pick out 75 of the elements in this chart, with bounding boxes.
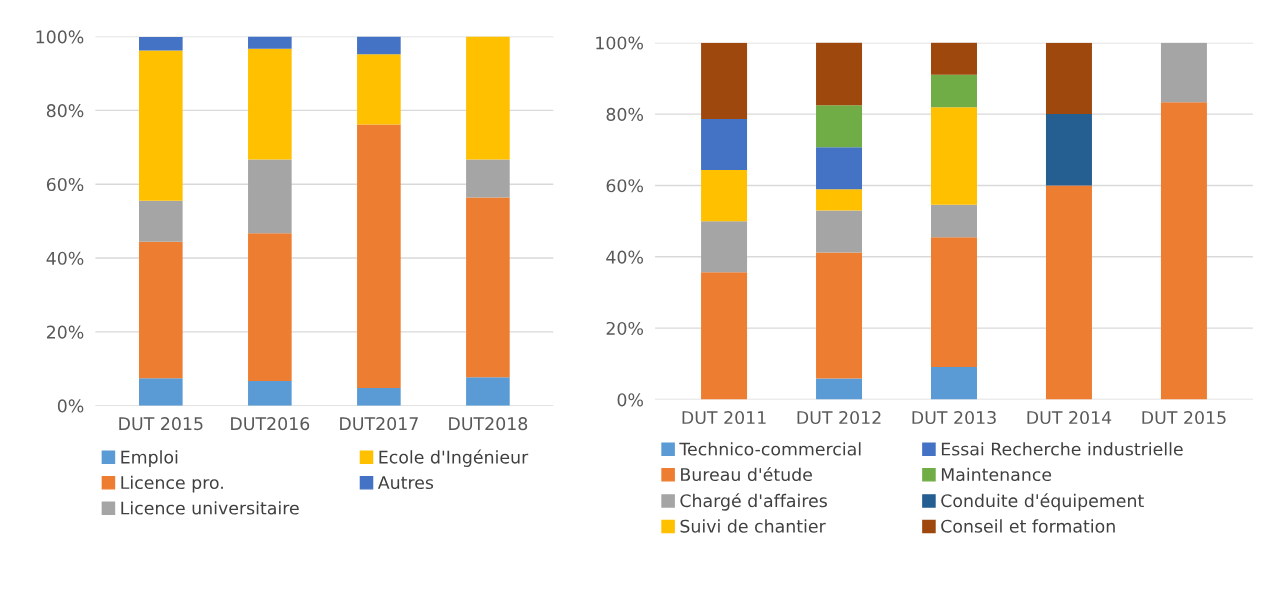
bar <box>816 252 863 379</box>
bar <box>701 221 748 273</box>
legend-label: Ecole d'Ingénieur <box>379 449 529 467</box>
y-tick-label: 60% <box>606 179 644 193</box>
legend-label: Conseil et formation <box>941 519 1115 533</box>
legend-label: Chargé d'affaires <box>680 493 827 511</box>
legend-label: Essai Recherche industrielle <box>941 442 1183 456</box>
y-tick-label: 40% <box>606 250 644 264</box>
bar <box>139 378 183 406</box>
bar <box>357 124 401 388</box>
y-tick-label: 80% <box>46 104 84 118</box>
bar <box>466 377 510 406</box>
bar <box>931 107 977 205</box>
y-tick-label: 0% <box>617 393 644 407</box>
bar <box>1160 42 1207 103</box>
bar <box>466 36 510 160</box>
bar <box>139 50 183 201</box>
bar <box>816 105 863 148</box>
x-tick-label: DUT 2012 <box>797 410 881 425</box>
x-tick-label: DUT 2013 <box>912 410 996 425</box>
bar <box>931 204 977 238</box>
bar <box>248 36 292 49</box>
y-tick-label: 40% <box>46 251 84 265</box>
y-tick-label: 100% <box>596 36 644 50</box>
bar <box>139 36 183 51</box>
legend-label: Autres <box>377 476 434 490</box>
bar <box>1045 114 1092 186</box>
bar <box>357 36 401 55</box>
bar <box>357 54 401 125</box>
bar <box>466 197 510 378</box>
x-tick-label: DUT 2011 <box>682 410 766 425</box>
x-tick-label: DUT2016 <box>231 417 310 431</box>
y-tick-label: 0% <box>57 399 84 413</box>
y-tick-label: 60% <box>46 177 84 192</box>
bar <box>248 159 292 234</box>
bar <box>701 170 748 222</box>
y-tick-label: 100% <box>36 30 84 44</box>
bar <box>931 74 977 108</box>
bar <box>816 189 863 211</box>
legend-label: Technico-commercial <box>679 442 861 456</box>
bar <box>931 367 977 400</box>
bar <box>701 272 748 400</box>
bar <box>139 200 183 242</box>
bar <box>931 237 977 368</box>
bar <box>139 241 183 379</box>
legend-label: Conduite d'équipement <box>941 493 1144 511</box>
bar <box>701 42 748 120</box>
x-tick-label: DUT 2014 <box>1027 410 1112 425</box>
legend-label: Suivi de chantier <box>680 519 826 533</box>
bar <box>248 380 292 406</box>
bar <box>248 233 292 381</box>
y-tick-label: 20% <box>606 321 644 336</box>
bar <box>931 42 977 75</box>
legend-label: Emploi <box>121 450 178 467</box>
bar <box>816 147 863 190</box>
bar <box>1160 102 1207 400</box>
y-tick-label: 80% <box>606 107 644 121</box>
x-tick-label: DUT2017 <box>340 417 418 431</box>
bar <box>1045 185 1092 400</box>
bar <box>701 119 748 171</box>
x-tick-label: DUT2018 <box>449 417 528 431</box>
bar <box>816 378 863 400</box>
bar <box>357 387 401 406</box>
bar <box>1045 42 1092 115</box>
legend-label: Licence pro. <box>121 475 223 493</box>
legend-label: Bureau d'étude <box>681 466 812 482</box>
x-tick-label: DUT 2015 <box>119 417 203 431</box>
bar <box>466 159 510 198</box>
bar <box>816 210 863 253</box>
legend-label: Licence universitaire <box>121 501 299 515</box>
y-tick-label: 20% <box>46 325 84 339</box>
bar <box>248 48 292 160</box>
x-tick-label: DUT 2015 <box>1142 410 1226 425</box>
bar <box>816 42 863 106</box>
legend-label: Maintenance <box>941 467 1052 482</box>
